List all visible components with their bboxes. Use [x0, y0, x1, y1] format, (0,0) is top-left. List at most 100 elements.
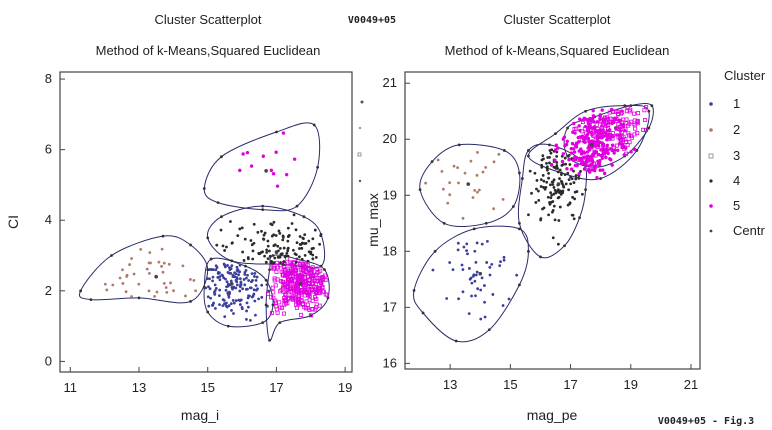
cluster-1-point	[230, 308, 233, 312]
cluster-4-point	[261, 250, 264, 254]
cluster-5-point	[618, 129, 623, 133]
cluster-4-point	[300, 257, 304, 261]
cluster-5-point	[589, 156, 594, 160]
cluster-4-point	[571, 213, 575, 217]
cluster-5-point	[604, 134, 608, 138]
cluster-4-point	[314, 255, 318, 259]
cluster-4-point	[311, 237, 315, 241]
cluster-4-point	[263, 231, 267, 235]
cluster-3-point	[628, 107, 633, 112]
x-tick-label: 13	[132, 380, 146, 395]
legend-marker-2	[709, 128, 713, 132]
cluster-5-point	[617, 142, 622, 146]
legend: Cluster 1 2 3 4 5 Centr	[708, 68, 766, 238]
cluster-1-point	[230, 264, 234, 268]
cluster-5-point	[600, 132, 605, 136]
cluster-1-point	[491, 293, 495, 296]
cluster-5-point	[582, 116, 587, 120]
cluster-4-point	[294, 253, 298, 256]
cluster-4-point	[572, 181, 576, 184]
cluster-5-point	[554, 143, 559, 147]
cluster-3-point	[275, 265, 280, 270]
cluster-1-point	[465, 249, 468, 253]
cluster-2-point	[121, 282, 125, 285]
hull-vertex-point	[261, 204, 265, 208]
cluster-1-point	[265, 283, 269, 287]
cluster-hull-1	[413, 225, 529, 343]
cluster-2-point	[147, 261, 151, 265]
cluster-1-point	[473, 249, 477, 253]
cluster-4-point	[277, 229, 281, 233]
cluster-4-point	[303, 233, 307, 236]
cluster-4-point	[564, 162, 568, 166]
cluster-1-point	[218, 271, 221, 275]
cluster-1-point	[220, 273, 224, 277]
cluster-4-point	[319, 234, 323, 238]
cluster-3-point	[307, 277, 312, 282]
cluster-5-point	[603, 123, 608, 127]
cluster-2-point	[160, 247, 164, 251]
cluster-3-point	[291, 264, 296, 269]
cluster-4-point	[550, 210, 554, 214]
cluster-4-point	[537, 198, 541, 202]
left-y-axis-label: CI	[5, 215, 21, 229]
cluster-5-point	[572, 150, 577, 154]
cluster-3-point	[633, 126, 638, 131]
cluster-3-centroid	[298, 281, 303, 286]
cluster-4-point	[238, 227, 242, 231]
cluster-3-point	[300, 301, 305, 306]
cluster-1-point	[499, 260, 502, 264]
cluster-5-point	[591, 153, 596, 157]
cluster-2-point	[457, 181, 460, 185]
hull-vertex-point	[189, 243, 192, 247]
cluster-2-point	[475, 190, 479, 194]
left-chart-title: Cluster Scatterplot	[155, 12, 262, 27]
cluster-1-point	[247, 279, 251, 282]
cluster-5-point	[614, 133, 619, 137]
cluster-5-point	[600, 156, 605, 160]
cluster-1-point	[227, 295, 231, 299]
cluster-1-point	[252, 275, 256, 278]
left-chart-subtitle: Method of k-Means,Squared Euclidean	[96, 43, 321, 58]
cluster-3-point	[311, 281, 316, 286]
cluster-5-point	[574, 155, 579, 160]
cluster-5-point	[261, 154, 266, 158]
cluster-5-point	[598, 117, 602, 121]
cluster-hull-5	[203, 122, 321, 212]
hull-vertex-point	[430, 160, 434, 164]
legend-item-1: 1	[709, 96, 740, 111]
cluster-1-point	[232, 301, 236, 305]
cluster-4-point	[546, 165, 549, 169]
cluster-2-point	[484, 166, 488, 169]
hull-vertex-point	[261, 208, 265, 212]
cluster-4-point	[266, 244, 270, 248]
cluster-4-point	[558, 205, 562, 209]
cluster-4-point	[295, 241, 299, 245]
cluster-4-point	[561, 163, 565, 166]
y-tick-label: 2	[45, 283, 52, 298]
cluster-2-point	[436, 158, 440, 162]
cluster-5-point	[599, 135, 604, 139]
cluster-2-point	[125, 275, 129, 278]
gap-marker	[358, 126, 362, 130]
cluster-5-point	[587, 158, 592, 163]
cluster-5-point	[577, 149, 581, 153]
legend-item-4: 4	[709, 173, 740, 188]
cluster-5-point	[612, 151, 616, 155]
hull-vertex-point	[316, 165, 320, 169]
cluster-5-point	[624, 146, 628, 150]
cluster-4-point	[564, 182, 568, 186]
hull-vertex-point	[418, 188, 422, 192]
cluster-4-point	[552, 192, 556, 196]
cluster-1-point	[211, 279, 214, 283]
cluster-3-point	[281, 311, 286, 316]
hull-vertex-point	[433, 249, 437, 253]
cluster-1-point	[501, 304, 505, 307]
cluster-5-point	[611, 134, 616, 139]
cluster-1-point	[231, 298, 235, 302]
cluster-1-point	[211, 303, 215, 307]
cluster-1-point	[216, 276, 220, 279]
cluster-5-point	[578, 128, 582, 133]
cluster-5-point	[602, 171, 607, 176]
cluster-1-point	[252, 292, 256, 296]
